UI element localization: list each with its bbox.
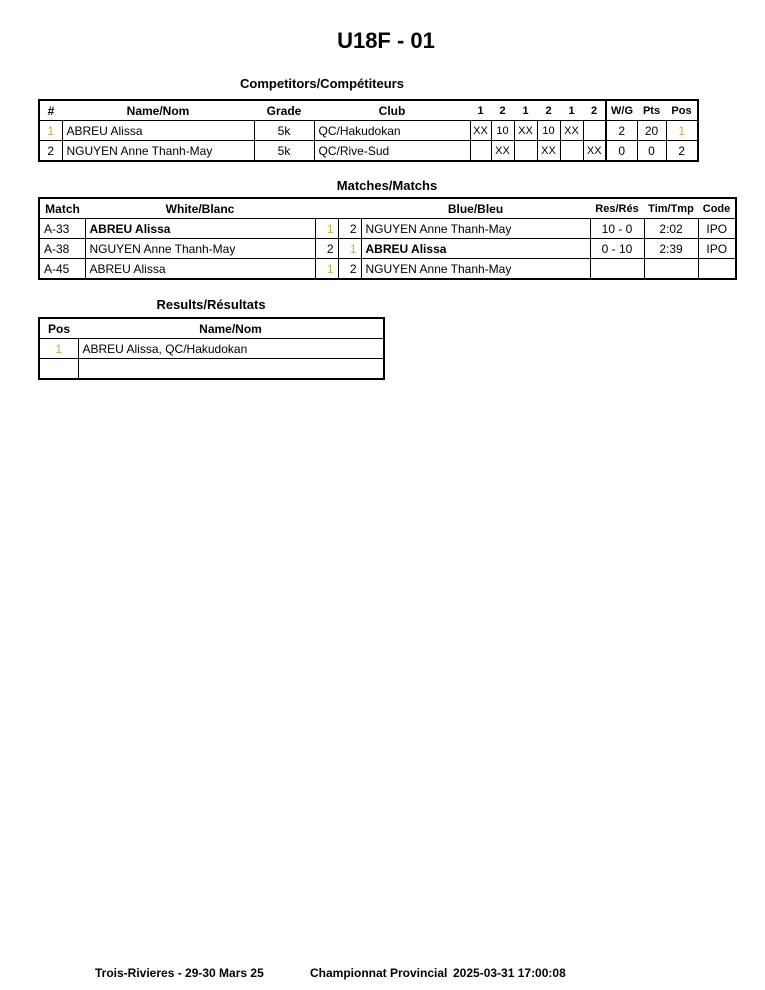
blue-competitor: ABREU Alissa — [360, 238, 591, 259]
match-code — [697, 258, 737, 280]
result-pos — [38, 358, 79, 380]
col-pos: Pos — [666, 100, 698, 121]
score-cell: XX — [469, 120, 492, 141]
col-wg: W/G — [605, 100, 637, 121]
result-pos: 1 — [38, 338, 79, 359]
white-competitor: ABREU Alissa — [84, 258, 316, 280]
white-competitor: NGUYEN Anne Thanh-May — [84, 238, 316, 259]
score-cell: XX — [490, 140, 515, 162]
col-num: # — [39, 100, 62, 121]
competitor-pos: 2 — [665, 140, 699, 162]
table-row: A-33 ABREU Alissa 1 2 NGUYEN Anne Thanh-… — [38, 218, 737, 239]
col-code: Code — [698, 198, 736, 219]
white-competitor: ABREU Alissa — [84, 218, 316, 239]
match-time: 2:02 — [643, 218, 699, 239]
score-cell: XX — [559, 120, 584, 141]
col-name: Name/Nom — [78, 318, 384, 339]
score-cell — [513, 140, 538, 162]
competitor-club: QC/Hakudokan — [313, 120, 471, 141]
col-pos: Pos — [39, 318, 78, 339]
col-round: 2 — [583, 100, 606, 121]
score-cell — [582, 120, 607, 141]
col-blue: Blue/Bleu — [361, 198, 590, 219]
table-row: 2 NGUYEN Anne Thanh-May 5k QC/Rive-Sud X… — [38, 140, 699, 162]
score-cell — [469, 140, 492, 162]
col-pts: Pts — [637, 100, 666, 121]
competitor-grade: 5k — [253, 120, 315, 141]
competitors-heading: Competitors/Compétiteurs — [240, 76, 404, 91]
match-result: 10 - 0 — [589, 218, 645, 239]
competitor-pos: 1 — [665, 120, 699, 141]
results-heading: Results/Résultats — [156, 297, 266, 312]
competitor-num: 1 — [38, 120, 63, 141]
footer-event: Championnat Provincial — [310, 966, 448, 980]
col-match: Match — [39, 198, 85, 219]
blue-number: 2 — [337, 258, 362, 280]
col-res: Res/Rés — [590, 198, 644, 219]
page-title: U18F - 01 — [337, 28, 435, 53]
white-number: 1 — [314, 218, 339, 239]
score-cell: XX — [513, 120, 538, 141]
competitor-name: NGUYEN Anne Thanh-May — [61, 140, 255, 162]
competitor-num: 2 — [38, 140, 63, 162]
match-id: A-33 — [38, 218, 86, 239]
competitor-pts: 20 — [636, 120, 667, 141]
competitors-table: # Name/Nom Grade Club 1 2 1 2 1 2 W/G Pt… — [38, 99, 699, 162]
match-code: IPO — [697, 218, 737, 239]
score-cell — [559, 140, 584, 162]
footer-datetime: 2025-03-31 17:00:08 — [453, 966, 566, 980]
result-name: ABREU Alissa, QC/Hakudokan — [77, 338, 385, 359]
match-result — [589, 258, 645, 280]
match-time: 2:39 — [643, 238, 699, 259]
col-grade: Grade — [254, 100, 314, 121]
result-name — [77, 358, 385, 380]
competitor-name: ABREU Alissa — [61, 120, 255, 141]
col-round: 1 — [560, 100, 583, 121]
table-header-row: # Name/Nom Grade Club 1 2 1 2 1 2 W/G Pt… — [39, 100, 698, 121]
results-table: Pos Name/Nom 1 ABREU Alissa, QC/Hakudoka… — [38, 317, 385, 380]
blue-competitor: NGUYEN Anne Thanh-May — [360, 218, 591, 239]
table-row — [38, 358, 385, 380]
match-result: 0 - 10 — [589, 238, 645, 259]
table-row: 1 ABREU Alissa 5k QC/Hakudokan XX 10 XX … — [38, 120, 699, 141]
col-name: Name/Nom — [62, 100, 254, 121]
footer-location: Trois-Rivieres - 29-30 Mars 25 — [95, 966, 264, 980]
col-white: White/Blanc — [85, 198, 315, 219]
competitor-club: QC/Rive-Sud — [313, 140, 471, 162]
table-header-row: Match White/Blanc Blue/Bleu Res/Rés Tim/… — [39, 198, 736, 219]
match-id: A-38 — [38, 238, 86, 259]
competitor-wg: 2 — [605, 120, 638, 141]
col-round: 2 — [537, 100, 560, 121]
match-time — [643, 258, 699, 280]
blue-number: 1 — [337, 238, 362, 259]
table-row: A-45 ABREU Alissa 1 2 NGUYEN Anne Thanh-… — [38, 258, 737, 280]
score-cell: 10 — [490, 120, 515, 141]
blue-competitor: NGUYEN Anne Thanh-May — [360, 258, 591, 280]
col-round: 2 — [491, 100, 514, 121]
competitor-pts: 0 — [636, 140, 667, 162]
table-row: 1 ABREU Alissa, QC/Hakudokan — [38, 338, 385, 359]
matches-table: Match White/Blanc Blue/Bleu Res/Rés Tim/… — [38, 197, 737, 280]
score-cell: XX — [582, 140, 607, 162]
col-club: Club — [314, 100, 470, 121]
score-cell: 10 — [536, 120, 561, 141]
col-round: 1 — [514, 100, 537, 121]
competitor-wg: 0 — [605, 140, 638, 162]
score-cell: XX — [536, 140, 561, 162]
blue-number: 2 — [337, 218, 362, 239]
col-round: 1 — [470, 100, 491, 121]
match-id: A-45 — [38, 258, 86, 280]
white-number: 1 — [314, 258, 339, 280]
matches-heading: Matches/Matchs — [336, 178, 438, 193]
white-number: 2 — [314, 238, 339, 259]
col-time: Tim/Tmp — [644, 198, 698, 219]
match-code: IPO — [697, 238, 737, 259]
competitor-grade: 5k — [253, 140, 315, 162]
table-header-row: Pos Name/Nom — [39, 318, 384, 339]
table-row: A-38 NGUYEN Anne Thanh-May 2 1 ABREU Ali… — [38, 238, 737, 259]
